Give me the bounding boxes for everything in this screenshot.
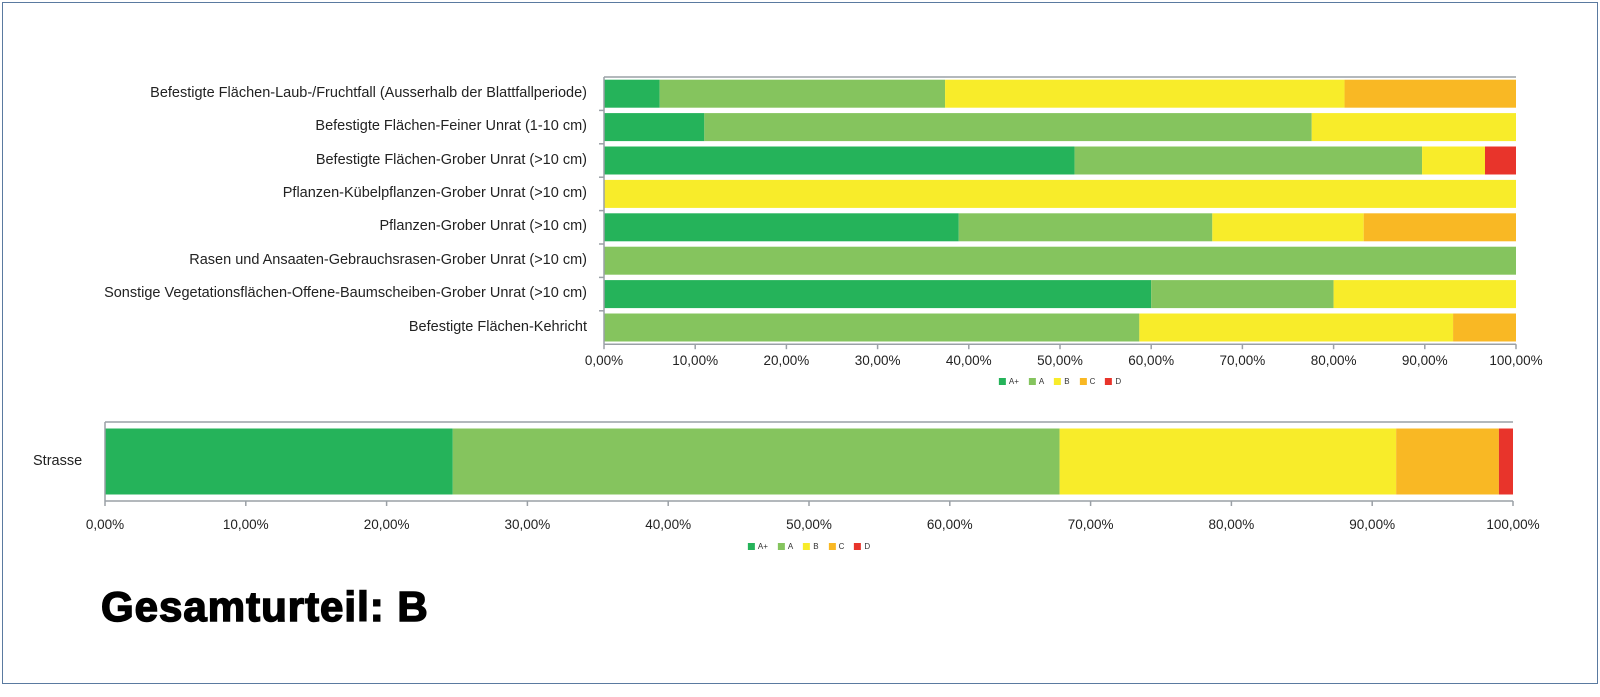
legend-label: A bbox=[787, 542, 794, 551]
bar-segment-a bbox=[958, 213, 1213, 242]
bar-segment-b bbox=[945, 79, 1345, 108]
legend-label: C bbox=[1089, 377, 1096, 386]
x-tick-label: 0,00% bbox=[584, 353, 624, 368]
x-tick-label: 40,00% bbox=[645, 517, 692, 532]
bar-segment-b bbox=[1422, 146, 1485, 175]
legend-item: C bbox=[828, 542, 845, 551]
bar-segment-a bbox=[1151, 280, 1334, 309]
category-label: Pflanzen-Grober Unrat (>10 cm) bbox=[379, 218, 587, 235]
x-tick-label: 50,00% bbox=[1037, 353, 1083, 368]
category-label: Strasse bbox=[33, 452, 83, 469]
bar-segment-a bbox=[1074, 146, 1423, 175]
legend-swatch bbox=[803, 543, 811, 551]
bar-segment-a bbox=[604, 313, 1140, 342]
x-tick-label: 20,00% bbox=[363, 517, 410, 532]
x-tick-label: 10,00% bbox=[672, 353, 719, 368]
charts-canvas bbox=[104, 76, 1517, 506]
x-tick-label: 100,00% bbox=[1489, 353, 1543, 368]
legend-label: B bbox=[813, 542, 819, 551]
legend-item: D bbox=[854, 542, 870, 551]
category-label: Befestigte Flächen-Laub-/Fruchtfall (Aus… bbox=[150, 84, 587, 101]
bar-segment-a bbox=[704, 113, 1312, 142]
legend-label: A+ bbox=[757, 542, 768, 551]
bar-segment-aplus bbox=[604, 146, 1075, 175]
legend: A+ A B C D bbox=[998, 377, 1121, 386]
x-tick-label: 40,00% bbox=[945, 353, 992, 368]
legend-item: C bbox=[1079, 377, 1096, 386]
category-label: Befestigte Flächen-Feiner Unrat (1-10 cm… bbox=[315, 118, 587, 135]
legend-item: A bbox=[1028, 377, 1045, 386]
bar-segment-aplus bbox=[604, 213, 959, 242]
bar-segment-b bbox=[1212, 213, 1364, 242]
x-tick-label: 60,00% bbox=[926, 517, 973, 532]
legend-item: A bbox=[777, 542, 794, 551]
x-tick-label: 50,00% bbox=[786, 517, 832, 532]
x-tick-label: 80,00% bbox=[1310, 353, 1357, 368]
legend-swatch bbox=[854, 543, 862, 551]
bar-segment-b bbox=[1311, 113, 1516, 142]
x-tick-label: 20,00% bbox=[763, 353, 810, 368]
legend-swatch bbox=[777, 543, 785, 551]
category-label: Sonstige Vegetationsflächen-Offene-Baums… bbox=[104, 285, 587, 302]
bar-segment-c bbox=[1363, 213, 1516, 242]
bar-segment-aplus bbox=[105, 428, 453, 495]
legend-label: B bbox=[1064, 377, 1070, 386]
x-tick-label: 10,00% bbox=[222, 517, 269, 532]
bar-segment-c bbox=[1453, 313, 1516, 342]
x-tick-label: 0,00% bbox=[85, 517, 125, 532]
x-tick-label: 80,00% bbox=[1208, 517, 1255, 532]
x-tick-label: 30,00% bbox=[854, 353, 901, 368]
legend-label: D bbox=[1115, 377, 1122, 386]
legend-label: D bbox=[864, 542, 871, 551]
legend-swatch bbox=[747, 543, 755, 551]
legend-swatch bbox=[998, 378, 1006, 386]
category-label: Befestigte Flächen-Kehricht bbox=[408, 318, 587, 335]
x-tick-label: 30,00% bbox=[504, 517, 551, 532]
legend-swatch bbox=[1054, 378, 1062, 386]
legend-item: A+ bbox=[998, 377, 1019, 386]
x-tick-label: 70,00% bbox=[1067, 517, 1114, 532]
legend-swatch bbox=[1105, 378, 1113, 386]
x-tick-label: 60,00% bbox=[1128, 353, 1175, 368]
x-tick-label: 90,00% bbox=[1349, 517, 1396, 532]
legend-label: C bbox=[838, 542, 845, 551]
legend-item: D bbox=[1105, 377, 1121, 386]
bar-segment-d bbox=[1484, 146, 1516, 175]
bar-segment-b bbox=[604, 179, 1516, 208]
bar-segment-a bbox=[659, 79, 946, 108]
overall-verdict: Gesamturteil: B bbox=[100, 582, 429, 631]
legend-item: B bbox=[1054, 377, 1070, 386]
x-tick-label: 70,00% bbox=[1219, 353, 1266, 368]
bar-segment-a bbox=[452, 428, 1060, 495]
x-tick-label: 100,00% bbox=[1486, 517, 1540, 532]
legend-swatch bbox=[1079, 378, 1087, 386]
legend-label: A+ bbox=[1008, 377, 1019, 386]
category-label: Rasen und Ansaaten-Gebrauchsrasen-Grober… bbox=[189, 251, 587, 268]
report-frame: Befestigte Flächen-Laub-/Fruchtfall (Aus… bbox=[2, 2, 1598, 684]
bar-segment-aplus bbox=[604, 280, 1152, 309]
legend-label: A bbox=[1038, 377, 1045, 386]
bar-segment-b bbox=[1059, 428, 1397, 495]
bar-segment-c bbox=[1344, 79, 1516, 108]
legend-item: B bbox=[803, 542, 819, 551]
bar-segment-aplus bbox=[604, 79, 660, 108]
x-tick-label: 90,00% bbox=[1401, 353, 1448, 368]
legend: A+ A B C D bbox=[747, 542, 870, 551]
legend-item: A+ bbox=[747, 542, 768, 551]
legend-swatch bbox=[1028, 378, 1036, 386]
bar-segment-a bbox=[604, 246, 1516, 275]
bar-segment-c bbox=[1396, 428, 1499, 495]
category-label: Befestigte Flächen-Grober Unrat (>10 cm) bbox=[315, 151, 587, 168]
bar-segment-d bbox=[1498, 428, 1513, 495]
bar-segment-aplus bbox=[604, 113, 705, 142]
category-label: Pflanzen-Kübelpflanzen-Grober Unrat (>10… bbox=[282, 184, 587, 201]
bar-segment-b bbox=[1139, 313, 1454, 342]
bar-segment-b bbox=[1333, 280, 1516, 309]
legend-swatch bbox=[828, 543, 836, 551]
